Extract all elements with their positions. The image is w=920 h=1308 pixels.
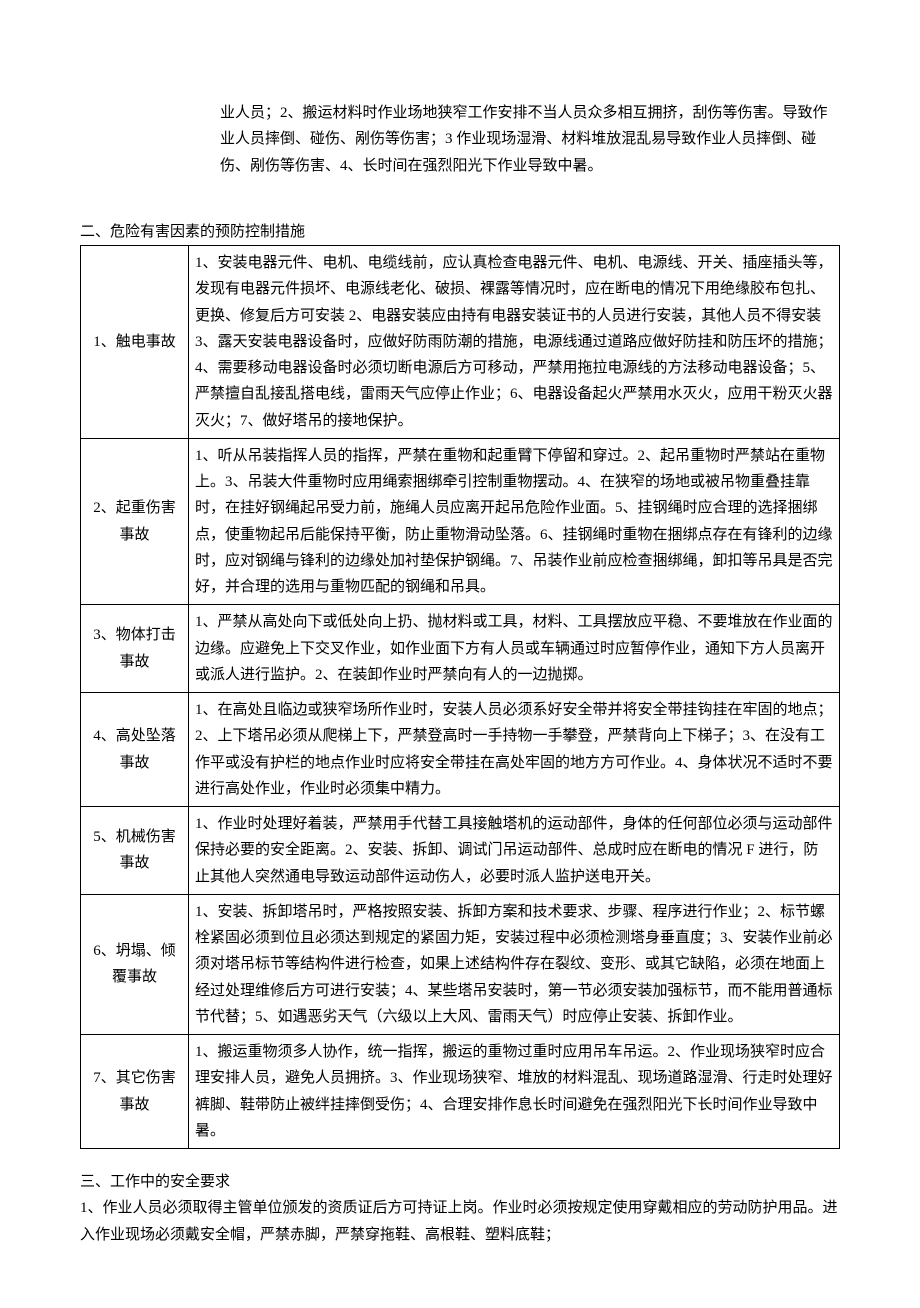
table-row: 3、物体打击事故 1、严禁从高处向下或低处向上扔、抛材料或工具，材料、工具摆放应… [81, 605, 840, 693]
row-body: 1、搬运重物须多人协作，统一指挥，搬运的重物过重时应用吊车吊运。2、作业现场狭窄… [189, 1035, 840, 1149]
row-label: 4、高处坠落事故 [81, 693, 189, 807]
table-row: 2、起重伤害事故 1、听从吊装指挥人员的指挥，严禁在重物和起重臂下停留和穿过。2… [81, 438, 840, 605]
document-page: 业人员；2、搬运材料时作业场地狭窄工作安排不当人员众多相互拥挤，刮伤等伤害。导致… [0, 0, 920, 1308]
table-row: 7、其它伤害事故 1、搬运重物须多人协作，统一指挥，搬运的重物过重时应用吊车吊运… [81, 1035, 840, 1149]
table-row: 5、机械伤害事故 1、作业时处理好着装，严禁用手代替工具接触塔机的运动部件，身体… [81, 807, 840, 895]
row-label: 5、机械伤害事故 [81, 807, 189, 895]
table-row: 6、坍塌、倾覆事故 1、安装、拆卸塔吊时，严格按照安装、拆卸方案和技术要求、步骤… [81, 894, 840, 1034]
hazard-control-table: 1、触电事故 1、安装电器元件、电机、电缆线前，应认真检查电器元件、电机、电源线… [80, 245, 840, 1149]
section-3-heading: 三、工作中的安全要求 [80, 1169, 840, 1195]
row-label: 7、其它伤害事故 [81, 1035, 189, 1149]
intro-paragraph: 业人员；2、搬运材料时作业场地狭窄工作安排不当人员众多相互拥挤，刮伤等伤害。导致… [80, 100, 840, 179]
row-body: 1、安装、拆卸塔吊时，严格按照安装、拆卸方案和技术要求、步骤、程序进行作业；2、… [189, 894, 840, 1034]
row-body: 1、在高处且临边或狭窄场所作业时，安装人员必须系好安全带并将安全带挂钩挂在牢固的… [189, 693, 840, 807]
row-body: 1、听从吊装指挥人员的指挥，严禁在重物和起重臂下停留和穿过。2、起吊重物时严禁站… [189, 438, 840, 605]
section-3-body: 1、作业人员必须取得主管单位颁发的资质证后方可持证上岗。作业时必须按规定使用穿戴… [80, 1195, 840, 1248]
section-2-heading: 二、危险有害因素的预防控制措施 [80, 219, 840, 245]
row-label: 2、起重伤害事故 [81, 438, 189, 605]
row-body: 1、严禁从高处向下或低处向上扔、抛材料或工具，材料、工具摆放应平稳、不要堆放在作… [189, 605, 840, 693]
row-label: 6、坍塌、倾覆事故 [81, 894, 189, 1034]
table-row: 4、高处坠落事故 1、在高处且临边或狭窄场所作业时，安装人员必须系好安全带并将安… [81, 693, 840, 807]
row-label: 3、物体打击事故 [81, 605, 189, 693]
row-body: 1、作业时处理好着装，严禁用手代替工具接触塔机的运动部件，身体的任何部位必须与运… [189, 807, 840, 895]
row-body: 1、安装电器元件、电机、电缆线前，应认真检查电器元件、电机、电源线、开关、插座插… [189, 246, 840, 439]
table-row: 1、触电事故 1、安装电器元件、电机、电缆线前，应认真检查电器元件、电机、电源线… [81, 246, 840, 439]
row-label: 1、触电事故 [81, 246, 189, 439]
